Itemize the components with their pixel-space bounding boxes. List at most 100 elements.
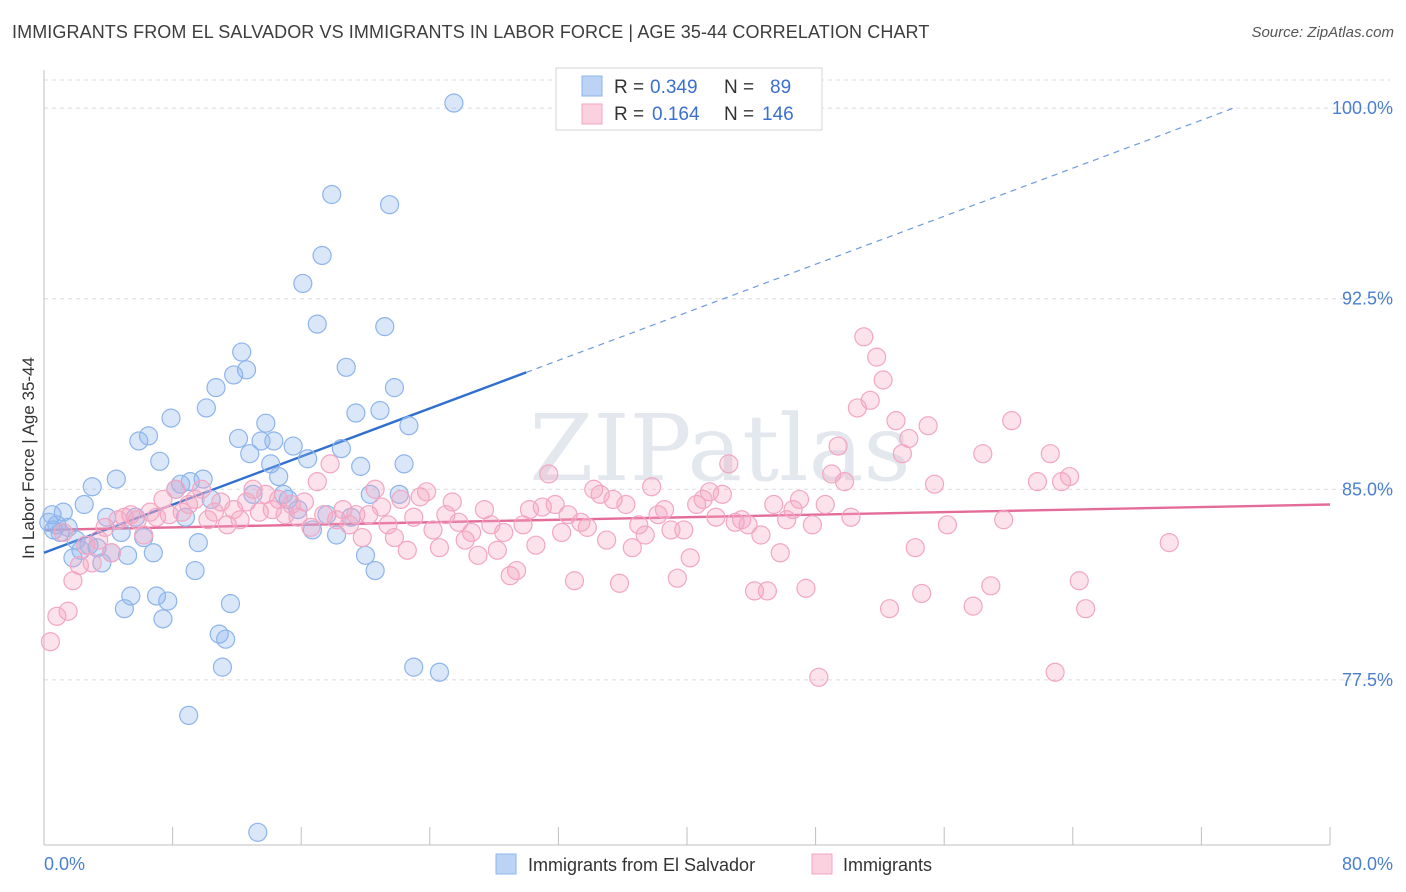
point-series0-79 bbox=[375, 317, 395, 337]
point-series1-111 bbox=[751, 525, 771, 545]
axes bbox=[43, 70, 1331, 846]
point-series0-1 bbox=[42, 505, 62, 525]
trend-lines bbox=[43, 107, 1331, 554]
point-series1-80 bbox=[552, 522, 572, 543]
point-series0-60 bbox=[283, 436, 303, 456]
point-series0-39 bbox=[196, 398, 216, 418]
point-series0-31 bbox=[161, 408, 181, 428]
point-series0-30 bbox=[158, 591, 178, 611]
point-series1-143 bbox=[994, 510, 1014, 530]
y-tick-labels: 77.5% 85.0% 92.5% 100.0% bbox=[1332, 98, 1393, 690]
point-series0-65 bbox=[307, 314, 327, 334]
bottom-legend-label-immigrants: Immigrants bbox=[843, 855, 932, 875]
point-series1-139 bbox=[937, 515, 958, 535]
point-series1-66 bbox=[461, 522, 482, 543]
point-series1-16 bbox=[140, 502, 160, 522]
point-series0-86 bbox=[429, 662, 450, 682]
point-series0-50 bbox=[240, 444, 260, 464]
point-series1-7 bbox=[82, 553, 102, 573]
point-series1-32 bbox=[243, 479, 263, 499]
point-series1-6 bbox=[76, 535, 96, 555]
legend-r-value-2: 0.164 bbox=[652, 104, 700, 125]
point-series0-27 bbox=[146, 586, 167, 606]
point-series0-25 bbox=[138, 426, 159, 446]
point-series1-22 bbox=[179, 494, 199, 515]
point-series1-26 bbox=[204, 502, 224, 522]
point-series1-40 bbox=[294, 492, 315, 512]
point-series1-123 bbox=[828, 436, 848, 456]
point-series0-71 bbox=[336, 357, 356, 377]
y-tick-label-0: 77.5% bbox=[1342, 670, 1393, 690]
point-series1-61 bbox=[429, 538, 450, 558]
bottom-legend-label-el-salvador: Immigrants from El Salvador bbox=[528, 855, 755, 875]
legend-n-label-1: N = bbox=[724, 77, 754, 98]
x-tick-label-0: 0.0% bbox=[44, 854, 85, 874]
point-series1-101 bbox=[687, 494, 707, 515]
point-series1-64 bbox=[449, 512, 469, 532]
point-series1-71 bbox=[494, 522, 514, 543]
point-series1-105 bbox=[712, 484, 732, 504]
point-series1-84 bbox=[577, 517, 597, 537]
trend-line-extension-series0 bbox=[526, 107, 1234, 373]
point-series0-54 bbox=[256, 413, 276, 433]
point-series0-28 bbox=[150, 451, 170, 471]
point-series1-24 bbox=[191, 479, 212, 499]
source-label: Source: ZipAtlas.com bbox=[1251, 24, 1394, 41]
point-series1-92 bbox=[629, 515, 649, 535]
bottom-legend-swatch-immigrants bbox=[811, 853, 833, 875]
point-series0-74 bbox=[351, 456, 371, 476]
point-series1-134 bbox=[899, 428, 919, 449]
point-series1-112 bbox=[757, 581, 777, 601]
point-series1-88 bbox=[603, 489, 623, 510]
point-series1-91 bbox=[622, 538, 642, 558]
point-series1-145 bbox=[1027, 472, 1048, 492]
point-series0-61 bbox=[288, 499, 308, 520]
point-series1-94 bbox=[642, 477, 662, 497]
point-series0-59 bbox=[278, 489, 298, 510]
point-series0-87 bbox=[444, 93, 464, 113]
chart-title: IMMIGRANTS FROM EL SALVADOR VS IMMIGRANT… bbox=[12, 22, 930, 42]
bottom-legend: Immigrants from El Salvador Immigrants bbox=[495, 853, 932, 875]
point-series1-73 bbox=[507, 560, 527, 581]
point-series0-17 bbox=[106, 469, 126, 489]
legend-n-label-2: N = bbox=[724, 104, 754, 125]
grid-lines bbox=[44, 79, 1390, 681]
point-series1-144 bbox=[1002, 411, 1022, 431]
point-series0-63 bbox=[298, 449, 318, 469]
point-series1-21 bbox=[172, 502, 192, 522]
point-series1-47 bbox=[339, 515, 360, 535]
trend-line-series1 bbox=[43, 503, 1331, 532]
point-series1-78 bbox=[539, 464, 559, 484]
y-axis-label: In Labor Force | Age 35-44 bbox=[19, 357, 38, 559]
point-series1-82 bbox=[564, 571, 585, 591]
point-series1-1 bbox=[47, 606, 67, 626]
point-series0-80 bbox=[380, 195, 400, 215]
point-series0-45 bbox=[220, 594, 241, 614]
point-series1-76 bbox=[526, 535, 546, 555]
trend-line-series0 bbox=[43, 371, 527, 554]
point-series1-152 bbox=[1159, 533, 1179, 553]
point-series0-69 bbox=[326, 525, 347, 545]
point-series1-146 bbox=[1040, 444, 1060, 464]
point-series0-12 bbox=[82, 477, 102, 497]
point-series1-55 bbox=[391, 489, 411, 510]
legend-n-value-2: 146 bbox=[762, 104, 794, 125]
point-series0-21 bbox=[121, 586, 141, 606]
point-series0-85 bbox=[404, 657, 424, 677]
point-series1-3 bbox=[58, 601, 78, 621]
point-series1-85 bbox=[584, 479, 604, 499]
data-points bbox=[39, 93, 1179, 842]
point-series1-141 bbox=[973, 444, 993, 464]
point-series0-46 bbox=[224, 365, 244, 385]
point-series0-88 bbox=[179, 705, 199, 726]
point-series1-42 bbox=[307, 472, 327, 492]
x-tick-label-1: 80.0% bbox=[1342, 854, 1393, 874]
point-series0-10 bbox=[74, 494, 94, 515]
point-series1-116 bbox=[783, 499, 803, 520]
point-series1-108 bbox=[732, 510, 752, 530]
point-series0-47 bbox=[228, 428, 249, 449]
point-series1-67 bbox=[468, 545, 488, 565]
point-series1-79 bbox=[545, 494, 565, 515]
point-series1-128 bbox=[860, 390, 880, 410]
point-series1-130 bbox=[873, 370, 893, 390]
